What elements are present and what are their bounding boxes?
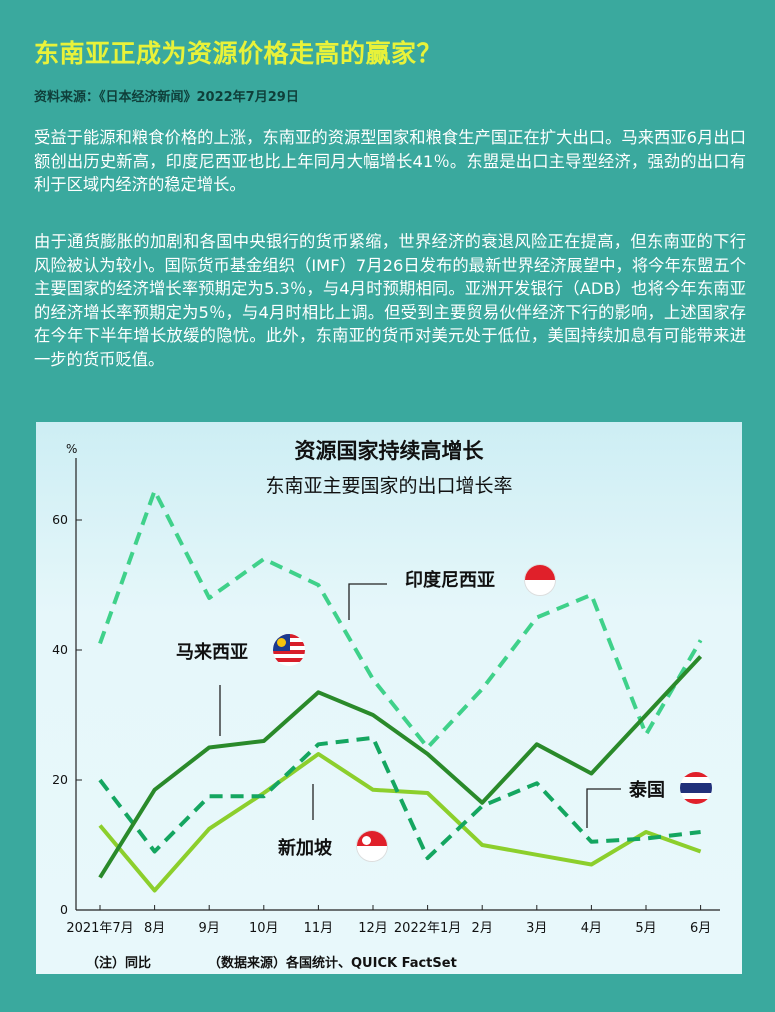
series-label-3: 泰国 bbox=[628, 779, 665, 801]
y-tick-label-0: 0 bbox=[60, 902, 68, 917]
x-tick-label-7: 2月 bbox=[472, 921, 493, 936]
x-tick-label-3: 10月 bbox=[249, 921, 279, 936]
line-chart: 资源国家持续高增长 东南亚主要国家的出口增长率 % 0 20 40 60 2021年7月… bbox=[52, 439, 720, 936]
x-tick-label-10: 5月 bbox=[635, 921, 656, 936]
chart-title: 资源国家持续高增长 bbox=[295, 439, 485, 463]
note-yoy: （注）同比 bbox=[86, 956, 152, 971]
paragraph-1: 受益于能源和粮食价格的上涨，东南亚的资源型国家和粮食生产国正在扩大出口。马来西亚… bbox=[34, 128, 746, 194]
x-tick-label-1: 8月 bbox=[144, 921, 165, 936]
series-label-2: 新加坡 bbox=[278, 837, 333, 859]
flag-malaysia-icon bbox=[273, 634, 305, 666]
series-line-0 bbox=[98, 655, 703, 879]
x-tick-label-6: 2022年1月 bbox=[394, 921, 461, 936]
y-tick-label-40: 40 bbox=[52, 642, 68, 657]
y-tick-label-60: 60 bbox=[52, 512, 68, 527]
x-tick-label-8: 3月 bbox=[526, 921, 547, 936]
leader-line-3 bbox=[586, 788, 621, 828]
x-tick-label-5: 12月 bbox=[358, 921, 388, 936]
y-tick-label-20: 20 bbox=[52, 772, 68, 787]
series-label-0: 马来西亚 bbox=[176, 642, 248, 663]
series-line-1 bbox=[98, 488, 703, 750]
chart-subtitle: 东南亚主要国家的出口增长率 bbox=[265, 475, 512, 497]
y-axis-unit: % bbox=[66, 442, 77, 456]
x-tick-label-4: 11月 bbox=[304, 921, 334, 936]
series-line-3 bbox=[98, 735, 701, 860]
flag-thailand-icon bbox=[680, 772, 712, 804]
source-line: 资料来源：《日本经济新闻》2022年7月29日 bbox=[34, 90, 299, 105]
series-line-2 bbox=[98, 752, 702, 893]
chart-card: 资源国家持续高增长 东南亚主要国家的出口增长率 % 0 20 40 60 2021年7月… bbox=[36, 422, 742, 974]
x-tick-label-9: 4月 bbox=[581, 921, 602, 936]
leader-line-1 bbox=[348, 583, 387, 620]
paragraph-2: 由于通货膨胀的加剧和各国中央银行的货币紧缩，世界经济的衰退风险正在提高，但东南亚… bbox=[34, 232, 746, 369]
series-label-1: 印度尼西亚 bbox=[405, 569, 495, 591]
x-tick-label-11: 6月 bbox=[690, 921, 711, 936]
x-tick-label-0: 2021年7月 bbox=[66, 921, 133, 936]
flag-singapore-icon bbox=[356, 830, 388, 862]
headline: 东南亚正成为资源价格走高的赢家？ bbox=[34, 39, 443, 68]
x-tick-label-2: 9月 bbox=[199, 921, 220, 936]
flag-indonesia-icon bbox=[524, 564, 556, 596]
note-data-source: （数据来源）各国统计、QUICK FactSet bbox=[208, 956, 457, 971]
